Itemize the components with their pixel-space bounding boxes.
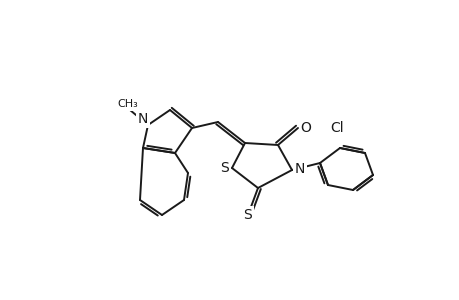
Text: S: S	[220, 161, 229, 175]
Text: N: N	[138, 112, 148, 126]
Text: Cl: Cl	[330, 121, 343, 135]
Text: CH₃: CH₃	[118, 99, 138, 109]
Text: O: O	[300, 121, 311, 135]
Text: N: N	[294, 162, 304, 176]
Text: S: S	[243, 208, 252, 222]
